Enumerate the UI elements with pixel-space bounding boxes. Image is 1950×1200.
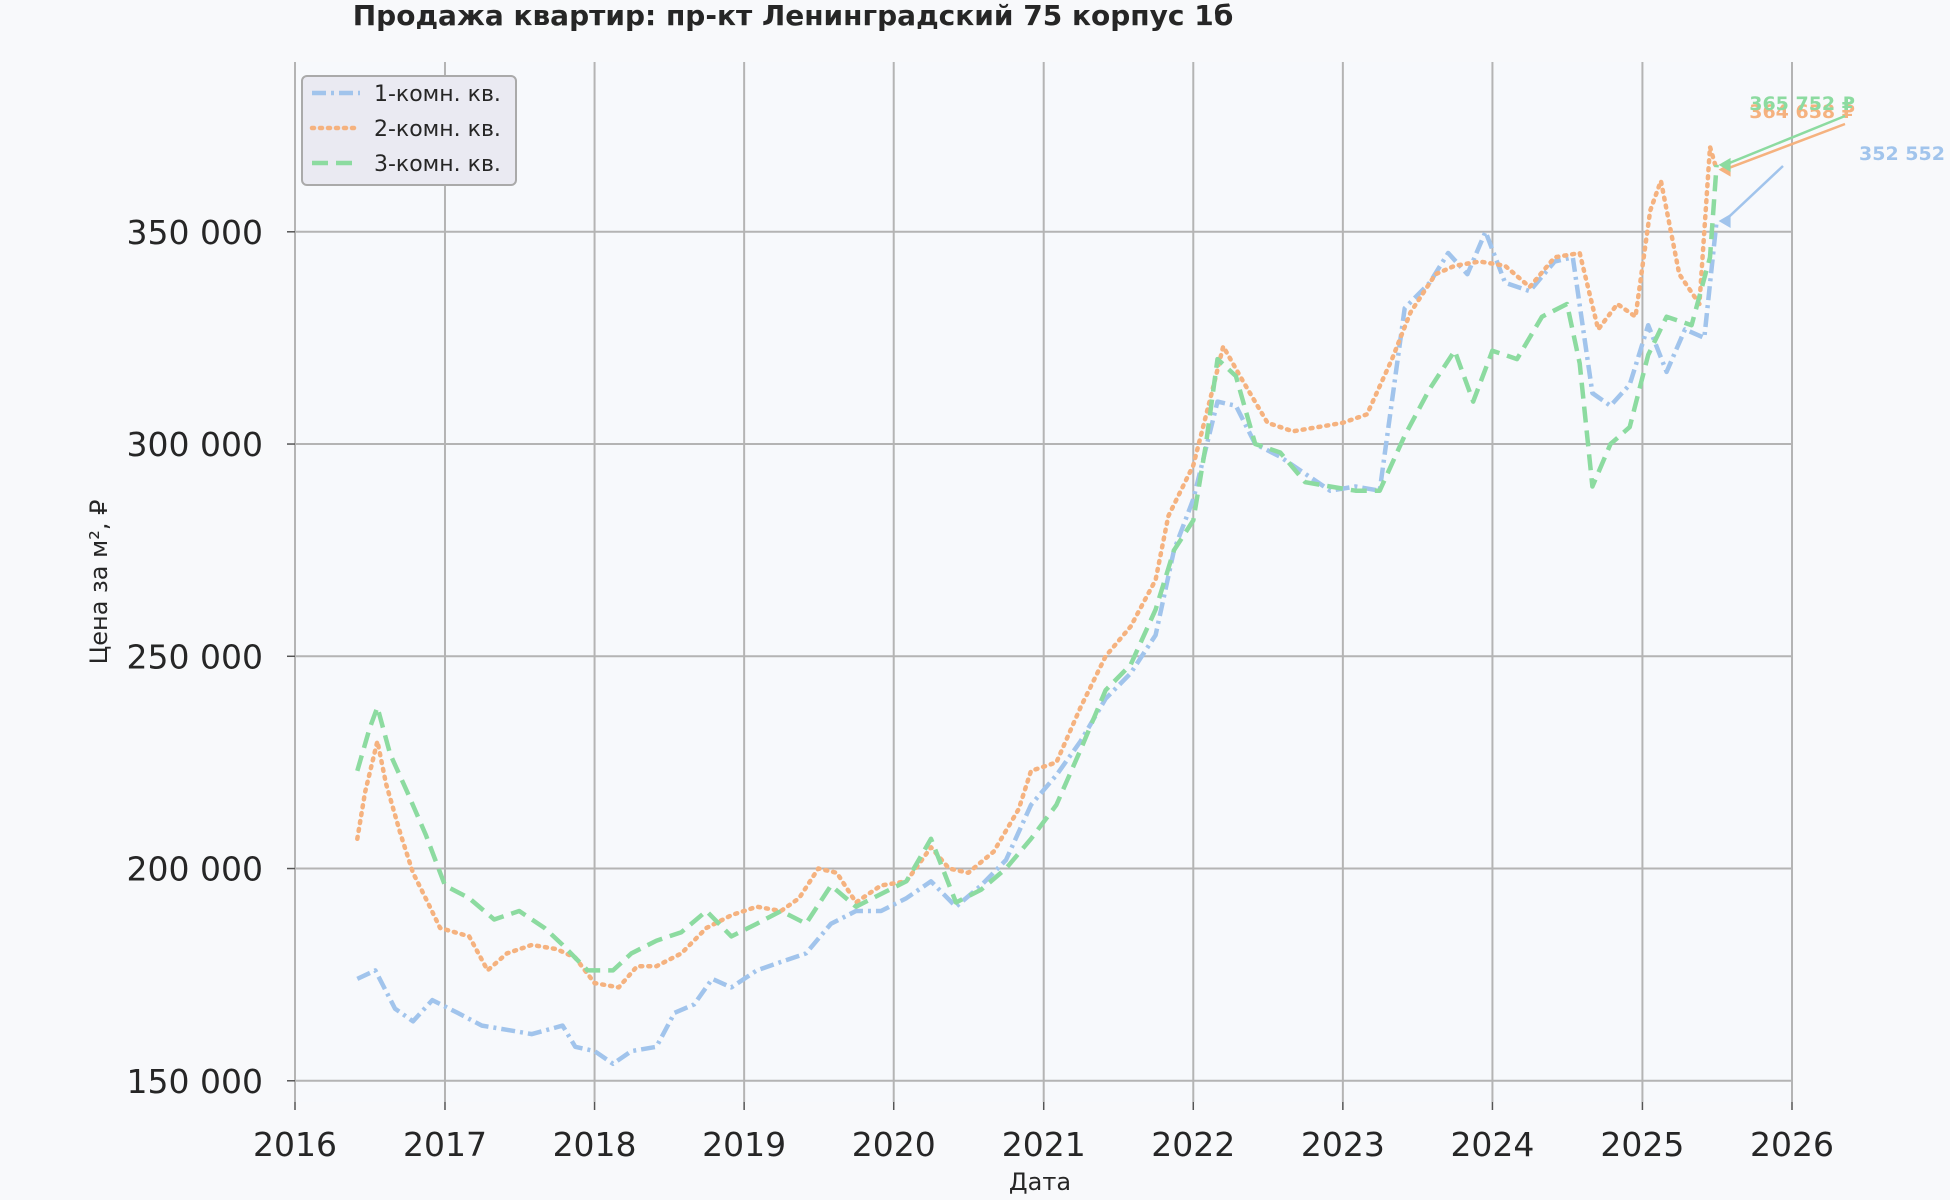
x-axis-ticks: 2016 2017 2018 2019 2020 2021 2022 2023 2024 2025… bbox=[253, 1102, 1834, 1164]
series-layer bbox=[355, 144, 1719, 1067]
x-tick-label: 2016 bbox=[253, 1125, 337, 1164]
legend-box bbox=[301, 75, 517, 186]
legend-label-1: 1-комн. кв. bbox=[374, 82, 501, 107]
y-tick-label: 250 000 bbox=[127, 637, 263, 676]
y-tick-label: 150 000 bbox=[127, 1062, 263, 1101]
x-tick-label: 2020 bbox=[852, 1125, 936, 1164]
x-tick-label: 2021 bbox=[1002, 1125, 1086, 1164]
series-line-2 bbox=[355, 144, 1719, 990]
final-value-label-1: 352 552 ₽ bbox=[1859, 143, 1950, 165]
final-value-label-3: 365 752 ₽ bbox=[1749, 93, 1855, 115]
y-axis-title: Цена за м², ₽ bbox=[85, 500, 113, 665]
x-tick-label: 2026 bbox=[1750, 1125, 1834, 1164]
final-value-label-2: 364 658 ₽ bbox=[1749, 101, 1855, 123]
chart-title: Продажа квартир: пр-кт Ленинградский 75 … bbox=[353, 0, 1234, 32]
y-tick-label: 300 000 bbox=[127, 425, 263, 464]
annotation-arrowhead-1 bbox=[1718, 213, 1731, 228]
x-tick-label: 2025 bbox=[1600, 1125, 1684, 1164]
legend: 1-комн. кв. 2-комн. кв. 3-комн. кв. bbox=[301, 75, 517, 186]
annotations: 352 552 ₽364 658 ₽365 752 ₽ bbox=[1718, 93, 1950, 228]
grid-lines bbox=[294, 62, 1793, 1102]
y-tick-label: 200 000 bbox=[127, 850, 263, 889]
x-tick-label: 2018 bbox=[553, 1125, 637, 1164]
series-line-3 bbox=[355, 164, 1719, 973]
x-axis-title: Дата bbox=[1009, 1168, 1071, 1196]
annotation-arrowhead-3 bbox=[1718, 157, 1731, 172]
legend-label-2: 2-комн. кв. bbox=[374, 117, 501, 142]
x-tick-label: 2024 bbox=[1450, 1125, 1534, 1164]
x-tick-label: 2023 bbox=[1301, 1125, 1385, 1164]
x-tick-label: 2019 bbox=[702, 1125, 786, 1164]
x-tick-label: 2017 bbox=[403, 1125, 487, 1164]
annotation-arrow-1 bbox=[1723, 165, 1784, 222]
legend-label-3: 3-комн. кв. bbox=[374, 152, 501, 177]
y-axis-ticks: 150 000 200 000 250 000 300 000 350 000 bbox=[127, 213, 295, 1101]
annotation-arrow-3 bbox=[1724, 114, 1846, 167]
series-line-1 bbox=[356, 220, 1719, 1067]
y-tick-label: 350 000 bbox=[127, 213, 263, 252]
x-tick-label: 2022 bbox=[1151, 1125, 1235, 1164]
annotation-arrow-2 bbox=[1724, 122, 1846, 171]
